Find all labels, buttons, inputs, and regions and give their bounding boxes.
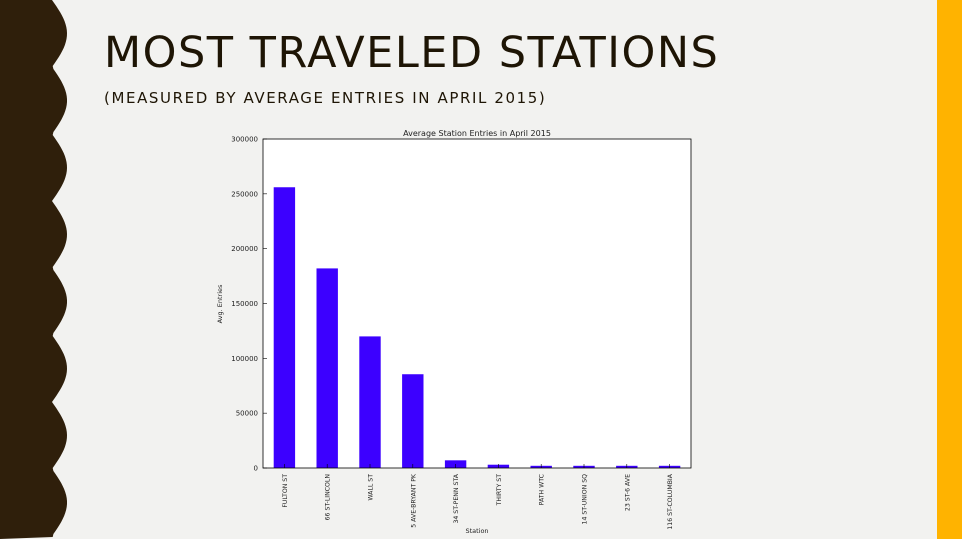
x-tick-label: 14 ST-UNION SQ: [582, 474, 589, 525]
bar-chart: Average Station Entries in April 2015 0 5…: [216, 129, 692, 535]
scalloped-border-shape: [0, 0, 67, 539]
x-tick-label: 66 ST-LINCOLN: [325, 474, 332, 521]
bar-series: [273, 187, 681, 468]
y-tick-label: 0: [254, 465, 258, 473]
scalloped-border: [0, 0, 67, 539]
y-tick-label: 150000: [231, 300, 258, 308]
bar: [273, 187, 296, 468]
x-tick-label: FULTON ST: [282, 474, 289, 508]
x-axis: FULTON ST 66 ST-LINCOLN WALL ST 5 AVE-BRYAN…: [282, 464, 674, 530]
x-tick-label: 23 ST-6 AVE: [624, 474, 631, 511]
y-tick-label: 250000: [231, 190, 258, 198]
x-tick-label: 34 ST-PENN STA: [453, 473, 460, 523]
slide-subtitle: (MEASURED BY AVERAGE ENTRIES IN APRIL 20…: [104, 89, 547, 107]
x-tick-label: THIRTY ST: [496, 474, 503, 507]
plot-frame: [262, 138, 692, 469]
x-axis-label: Station: [465, 527, 488, 535]
bar: [359, 336, 381, 468]
y-tick-label: 50000: [236, 410, 258, 418]
y-tick-label: 200000: [231, 245, 258, 253]
bar: [402, 374, 424, 468]
slide-title: MOST TRAVELED STATIONS: [104, 28, 720, 78]
x-tick-label: WALL ST: [368, 474, 375, 501]
y-axis: 0 50000 100000 150000 200000 250000 300000: [231, 136, 267, 473]
y-tick-label: 100000: [231, 355, 258, 363]
chart-title: Average Station Entries in April 2015: [403, 129, 551, 138]
accent-stripe: [937, 0, 962, 539]
x-tick-label: 116 ST-COLUMBIA: [667, 473, 674, 529]
x-tick-label: 5 AVE-BRYANT PK: [410, 473, 417, 528]
y-axis-label: Avg. Entries: [216, 284, 224, 323]
y-tick-label: 300000: [231, 136, 258, 144]
x-tick-label: PATH WTC: [539, 474, 546, 505]
bar: [316, 268, 338, 468]
